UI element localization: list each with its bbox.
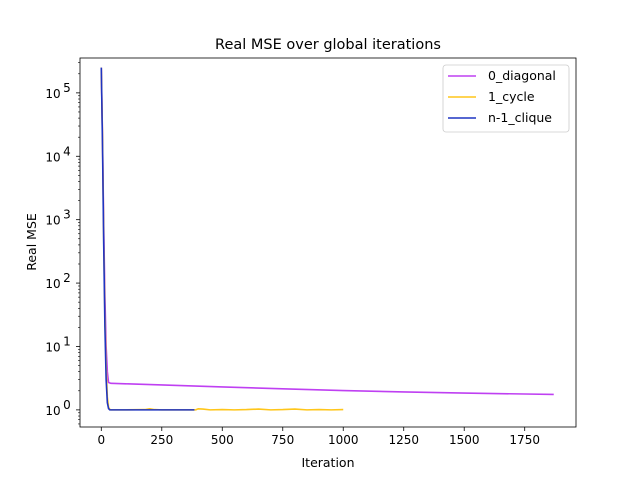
y-axis-label: Real MSE	[24, 213, 39, 271]
x-tick-label: 500	[211, 433, 234, 447]
axes-frame	[79, 57, 577, 428]
legend-label-n-1_clique: n-1_clique	[488, 110, 552, 125]
series-line-1_cycle	[100, 67, 344, 411]
plot-lines	[100, 67, 554, 411]
x-tick-label: 1750	[509, 433, 540, 447]
legend: 0_diagonal 1_cycle n-1_clique	[442, 64, 570, 133]
legend-label-1_cycle: 1_cycle	[488, 89, 535, 104]
x-tick-label: 750	[271, 433, 294, 447]
y-tick-exponent: 3	[63, 208, 71, 222]
y-tick-exponent: 0	[63, 398, 71, 412]
x-tick-label: 1000	[328, 433, 359, 447]
chart-title: Real MSE over global iterations	[215, 37, 441, 53]
y-tick-label: 10	[45, 87, 60, 101]
x-axis-label: Iteration	[301, 455, 354, 470]
x-tick-label: 250	[150, 433, 173, 447]
x-tick-label: 0	[97, 433, 105, 447]
legend-box	[442, 64, 570, 133]
x-tick-label: 1250	[388, 433, 419, 447]
y-tick-label: 10	[45, 404, 60, 418]
x-axis-ticks: 0 250 500 750 1000 1250 1500 1750	[97, 427, 540, 447]
y-tick-exponent: 1	[63, 334, 71, 348]
y-tick-label: 10	[45, 214, 60, 228]
y-tick-exponent: 2	[63, 271, 71, 285]
y-tick-exponent: 5	[63, 81, 71, 95]
y-tick-label: 10	[45, 277, 60, 291]
series-line-n-1_clique	[100, 67, 195, 411]
y-tick-label: 10	[45, 150, 60, 164]
y-tick-label: 10	[45, 340, 60, 354]
legend-label-0_diagonal: 0_diagonal	[488, 68, 556, 83]
x-tick-label: 1500	[449, 433, 480, 447]
y-tick-exponent: 4	[63, 144, 71, 158]
